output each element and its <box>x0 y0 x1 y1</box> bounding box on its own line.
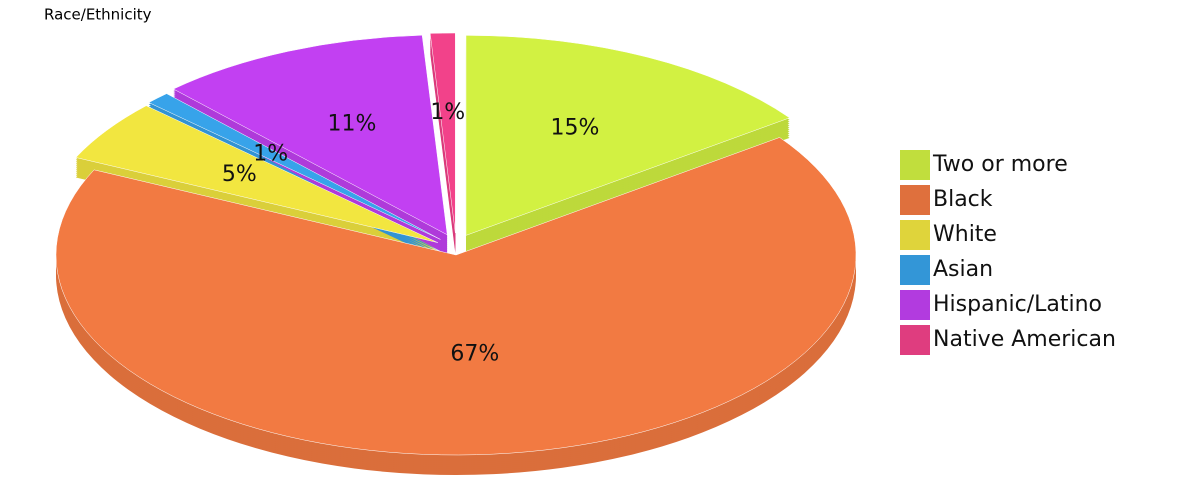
legend-label: Native American <box>933 327 1116 352</box>
legend-swatch <box>900 290 930 320</box>
legend-swatch <box>900 325 930 355</box>
legend-swatch <box>900 150 930 180</box>
legend-label: Hispanic/Latino <box>933 292 1102 317</box>
data-label: 5% <box>222 162 257 187</box>
data-label: 15% <box>550 115 599 140</box>
slice <box>172 34 448 236</box>
legend-label: Two or more <box>932 152 1068 177</box>
data-label: 1% <box>253 142 288 167</box>
legend-label: Black <box>933 187 993 212</box>
slice <box>465 35 791 236</box>
data-label: 1% <box>430 100 465 125</box>
slice <box>75 105 438 243</box>
legend-swatch <box>900 255 930 285</box>
slice <box>148 93 441 240</box>
legend-swatch <box>900 185 930 215</box>
legend-swatch <box>900 220 930 250</box>
data-label: 67% <box>450 342 499 367</box>
slice <box>55 137 857 456</box>
data-label: 11% <box>327 112 376 137</box>
legend-label: White <box>933 222 997 247</box>
slice <box>429 32 456 234</box>
chart-title: Race/Ethnicity <box>44 6 152 24</box>
legend-label: Asian <box>933 257 993 282</box>
